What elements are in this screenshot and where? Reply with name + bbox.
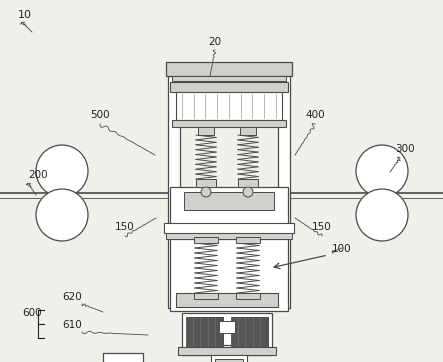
- Text: 600: 600: [22, 308, 42, 318]
- Text: 300: 300: [395, 144, 415, 154]
- Bar: [219, 321, 235, 333]
- Circle shape: [36, 189, 88, 241]
- Bar: [194, 293, 218, 299]
- Bar: [184, 192, 274, 210]
- Text: 20: 20: [209, 37, 222, 47]
- Bar: [186, 317, 223, 347]
- Bar: [231, 317, 268, 347]
- Text: 400: 400: [305, 110, 325, 120]
- Bar: [166, 233, 292, 239]
- Text: 150: 150: [312, 222, 332, 232]
- Bar: [194, 237, 218, 243]
- Bar: [164, 223, 294, 233]
- Bar: [238, 179, 258, 187]
- Bar: [168, 76, 180, 308]
- Circle shape: [36, 145, 88, 197]
- Bar: [278, 76, 290, 308]
- Circle shape: [356, 145, 408, 197]
- Bar: [176, 92, 282, 120]
- Bar: [236, 293, 260, 299]
- Circle shape: [356, 189, 408, 241]
- Bar: [182, 313, 272, 355]
- Text: 620: 620: [62, 292, 82, 302]
- Bar: [215, 359, 243, 362]
- Bar: [236, 237, 260, 243]
- Bar: [176, 293, 278, 307]
- Text: 100: 100: [332, 244, 352, 254]
- Bar: [240, 127, 256, 135]
- Circle shape: [201, 187, 211, 197]
- Bar: [172, 120, 286, 127]
- Bar: [211, 355, 247, 362]
- Bar: [166, 62, 292, 76]
- Bar: [170, 187, 288, 233]
- Bar: [215, 345, 243, 362]
- Text: 10: 10: [18, 10, 32, 20]
- Bar: [198, 127, 214, 135]
- Circle shape: [243, 187, 253, 197]
- Text: 500: 500: [90, 110, 110, 120]
- Bar: [196, 179, 216, 187]
- Text: 200: 200: [28, 170, 48, 180]
- Bar: [178, 347, 276, 355]
- Bar: [170, 82, 288, 92]
- Bar: [170, 239, 288, 311]
- Text: 610: 610: [62, 320, 82, 330]
- Text: 150: 150: [115, 222, 135, 232]
- Bar: [103, 353, 143, 362]
- Bar: [172, 76, 286, 81]
